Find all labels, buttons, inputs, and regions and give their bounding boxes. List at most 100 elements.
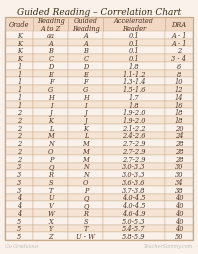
Text: W: W [48,209,54,217]
Text: A - 1: A - 1 [171,39,187,47]
Text: Accelerated
Reader: Accelerated Reader [114,17,154,33]
Text: aa: aa [47,32,55,40]
Bar [5,32,33,40]
Bar [5,101,33,109]
Bar [33,101,68,109]
Bar [33,55,68,63]
Text: 40: 40 [175,194,183,202]
Bar [33,117,68,124]
Bar [68,55,103,63]
Bar [33,178,68,186]
Bar [33,209,68,217]
Bar [103,163,165,171]
Text: P: P [84,186,88,194]
Text: 18: 18 [175,109,183,117]
Text: M: M [83,147,89,155]
Text: 40: 40 [175,209,183,217]
Bar [165,217,193,225]
Bar [5,155,33,163]
Text: M: M [83,155,89,163]
Text: 5: 5 [17,232,21,240]
Bar [33,232,68,240]
Bar [165,155,193,163]
Text: 0.1: 0.1 [129,32,139,40]
Bar [68,63,103,70]
Bar [5,209,33,217]
Bar [68,93,103,101]
Bar [165,86,193,93]
Bar [33,163,68,171]
Bar [5,109,33,117]
Text: 34: 34 [175,178,183,186]
Text: 10: 10 [175,78,183,86]
Text: 20: 20 [175,124,183,132]
Text: 40: 40 [175,225,183,232]
Bar [5,55,33,63]
Bar [103,32,165,40]
Text: 40: 40 [175,201,183,209]
Bar [33,78,68,86]
Bar [68,86,103,93]
Bar [165,32,193,40]
Text: K: K [17,47,22,55]
Bar [103,186,165,194]
Text: 1.5-1.6: 1.5-1.6 [122,86,146,94]
Bar [33,109,68,117]
Text: 1.8: 1.8 [129,62,139,71]
Text: 2: 2 [17,140,21,148]
Text: 3: 3 [17,178,21,186]
Text: 1: 1 [17,86,21,94]
Bar [5,18,193,240]
Text: K: K [17,32,22,40]
Bar [165,186,193,194]
Bar [165,201,193,209]
Text: 1.3-1.4: 1.3-1.4 [122,78,146,86]
Bar [165,163,193,171]
Bar [33,225,68,232]
Bar [68,132,103,140]
Text: 2.7-2.9: 2.7-2.9 [122,155,146,163]
Bar [165,18,193,32]
Bar [33,140,68,148]
Bar [103,109,165,117]
Text: 5.8-5.9: 5.8-5.9 [122,232,146,240]
Text: 8: 8 [177,70,181,78]
Text: 16: 16 [175,101,183,109]
Bar [103,225,165,232]
Bar [68,171,103,178]
Bar [103,171,165,178]
Bar [5,186,33,194]
Text: N: N [48,140,54,148]
Bar [165,63,193,70]
Text: N: N [83,163,89,171]
Text: Guided
Reading: Guided Reading [72,17,100,33]
Text: H: H [83,93,89,101]
Text: 5: 5 [17,225,21,232]
Bar [5,194,33,201]
Text: 1: 1 [17,93,21,101]
Text: C: C [48,55,53,63]
Bar [103,70,165,78]
Text: K: K [17,39,22,47]
Text: T: T [84,225,88,232]
Text: A - 1: A - 1 [171,32,187,40]
Bar [5,78,33,86]
Text: V: V [49,201,53,209]
Bar [68,232,103,240]
Bar [33,217,68,225]
Bar [165,124,193,132]
Text: Q: Q [48,163,54,171]
Text: 1.1-1.2: 1.1-1.2 [122,70,146,78]
Bar [68,18,103,32]
Text: R: R [83,209,88,217]
Text: X: X [49,217,53,225]
Bar [165,117,193,124]
Text: E: E [83,70,88,78]
Text: P: P [49,155,53,163]
Bar [33,18,68,32]
Text: 2: 2 [177,47,181,55]
Text: K: K [48,117,53,124]
Bar [165,232,193,240]
Text: 1: 1 [17,62,21,71]
Text: Z: Z [49,232,53,240]
